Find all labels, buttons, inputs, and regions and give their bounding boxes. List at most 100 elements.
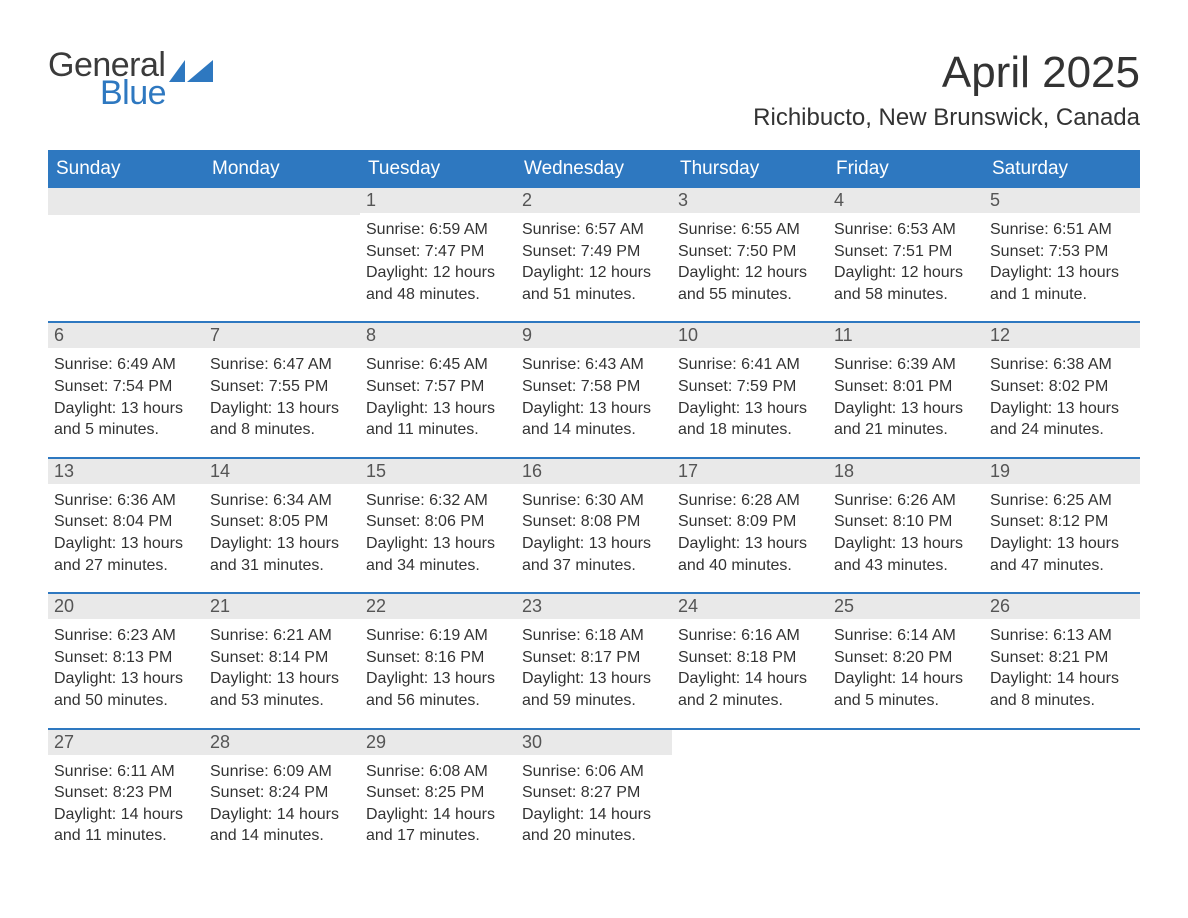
sunset-text: Sunset: 8:21 PM xyxy=(990,647,1134,669)
day-details: Sunrise: 6:09 AMSunset: 8:24 PMDaylight:… xyxy=(204,755,360,849)
calendar-day: 10Sunrise: 6:41 AMSunset: 7:59 PMDayligh… xyxy=(672,323,828,442)
sunset-text: Sunset: 8:14 PM xyxy=(210,647,354,669)
calendar-week: 13Sunrise: 6:36 AMSunset: 8:04 PMDayligh… xyxy=(48,457,1140,578)
sunset-text: Sunset: 7:55 PM xyxy=(210,376,354,398)
day-details: Sunrise: 6:18 AMSunset: 8:17 PMDaylight:… xyxy=(516,619,672,713)
calendar-day: 1Sunrise: 6:59 AMSunset: 7:47 PMDaylight… xyxy=(360,188,516,307)
title-block: April 2025 Richibucto, New Brunswick, Ca… xyxy=(753,48,1140,132)
daylight-text: Daylight: 14 hours and 17 minutes. xyxy=(366,804,510,847)
day-number: 28 xyxy=(204,730,360,755)
day-details: Sunrise: 6:08 AMSunset: 8:25 PMDaylight:… xyxy=(360,755,516,849)
daylight-text: Daylight: 13 hours and 47 minutes. xyxy=(990,533,1134,576)
day-number: 6 xyxy=(48,323,204,348)
day-number: 4 xyxy=(828,188,984,213)
calendar-day: 13Sunrise: 6:36 AMSunset: 8:04 PMDayligh… xyxy=(48,459,204,578)
calendar-day: 4Sunrise: 6:53 AMSunset: 7:51 PMDaylight… xyxy=(828,188,984,307)
sunset-text: Sunset: 7:47 PM xyxy=(366,241,510,263)
sunrise-text: Sunrise: 6:51 AM xyxy=(990,219,1134,241)
sunrise-text: Sunrise: 6:43 AM xyxy=(522,354,666,376)
sunset-text: Sunset: 8:09 PM xyxy=(678,511,822,533)
day-number: 27 xyxy=(48,730,204,755)
sunset-text: Sunset: 8:24 PM xyxy=(210,782,354,804)
sunset-text: Sunset: 8:10 PM xyxy=(834,511,978,533)
day-details: Sunrise: 6:25 AMSunset: 8:12 PMDaylight:… xyxy=(984,484,1140,578)
calendar-week: 27Sunrise: 6:11 AMSunset: 8:23 PMDayligh… xyxy=(48,728,1140,849)
sunrise-text: Sunrise: 6:09 AM xyxy=(210,761,354,783)
sunset-text: Sunset: 7:54 PM xyxy=(54,376,198,398)
sunrise-text: Sunrise: 6:11 AM xyxy=(54,761,198,783)
calendar-day: 19Sunrise: 6:25 AMSunset: 8:12 PMDayligh… xyxy=(984,459,1140,578)
day-details: Sunrise: 6:21 AMSunset: 8:14 PMDaylight:… xyxy=(204,619,360,713)
daylight-text: Daylight: 12 hours and 51 minutes. xyxy=(522,262,666,305)
sunset-text: Sunset: 8:04 PM xyxy=(54,511,198,533)
calendar-day: 29Sunrise: 6:08 AMSunset: 8:25 PMDayligh… xyxy=(360,730,516,849)
sunset-text: Sunset: 8:16 PM xyxy=(366,647,510,669)
calendar-day xyxy=(204,188,360,307)
calendar-day: 23Sunrise: 6:18 AMSunset: 8:17 PMDayligh… xyxy=(516,594,672,713)
day-details: Sunrise: 6:39 AMSunset: 8:01 PMDaylight:… xyxy=(828,348,984,442)
day-details: Sunrise: 6:45 AMSunset: 7:57 PMDaylight:… xyxy=(360,348,516,442)
sunset-text: Sunset: 8:05 PM xyxy=(210,511,354,533)
day-number: 3 xyxy=(672,188,828,213)
day-details: Sunrise: 6:47 AMSunset: 7:55 PMDaylight:… xyxy=(204,348,360,442)
calendar-day: 11Sunrise: 6:39 AMSunset: 8:01 PMDayligh… xyxy=(828,323,984,442)
daylight-text: Daylight: 14 hours and 14 minutes. xyxy=(210,804,354,847)
daylight-text: Daylight: 14 hours and 8 minutes. xyxy=(990,668,1134,711)
sunrise-text: Sunrise: 6:53 AM xyxy=(834,219,978,241)
weekday-header: Wednesday xyxy=(516,150,672,188)
day-details: Sunrise: 6:55 AMSunset: 7:50 PMDaylight:… xyxy=(672,213,828,307)
day-number: 25 xyxy=(828,594,984,619)
calendar-week: 1Sunrise: 6:59 AMSunset: 7:47 PMDaylight… xyxy=(48,188,1140,307)
sunset-text: Sunset: 7:58 PM xyxy=(522,376,666,398)
daylight-text: Daylight: 14 hours and 5 minutes. xyxy=(834,668,978,711)
day-details: Sunrise: 6:28 AMSunset: 8:09 PMDaylight:… xyxy=(672,484,828,578)
calendar-day xyxy=(984,730,1140,849)
calendar-day xyxy=(672,730,828,849)
sunrise-text: Sunrise: 6:47 AM xyxy=(210,354,354,376)
daylight-text: Daylight: 13 hours and 8 minutes. xyxy=(210,398,354,441)
day-details: Sunrise: 6:06 AMSunset: 8:27 PMDaylight:… xyxy=(516,755,672,849)
page-header: General Blue April 2025 Richibucto, New … xyxy=(48,48,1140,132)
daylight-text: Daylight: 14 hours and 11 minutes. xyxy=(54,804,198,847)
calendar-day: 24Sunrise: 6:16 AMSunset: 8:18 PMDayligh… xyxy=(672,594,828,713)
day-details: Sunrise: 6:59 AMSunset: 7:47 PMDaylight:… xyxy=(360,213,516,307)
sunrise-text: Sunrise: 6:32 AM xyxy=(366,490,510,512)
sunrise-text: Sunrise: 6:39 AM xyxy=(834,354,978,376)
day-details: Sunrise: 6:51 AMSunset: 7:53 PMDaylight:… xyxy=(984,213,1140,307)
calendar-day: 12Sunrise: 6:38 AMSunset: 8:02 PMDayligh… xyxy=(984,323,1140,442)
day-details: Sunrise: 6:38 AMSunset: 8:02 PMDaylight:… xyxy=(984,348,1140,442)
sunset-text: Sunset: 8:06 PM xyxy=(366,511,510,533)
sunrise-text: Sunrise: 6:08 AM xyxy=(366,761,510,783)
sunrise-text: Sunrise: 6:36 AM xyxy=(54,490,198,512)
calendar-day: 8Sunrise: 6:45 AMSunset: 7:57 PMDaylight… xyxy=(360,323,516,442)
sunset-text: Sunset: 8:18 PM xyxy=(678,647,822,669)
sunset-text: Sunset: 7:50 PM xyxy=(678,241,822,263)
daylight-text: Daylight: 13 hours and 24 minutes. xyxy=(990,398,1134,441)
day-details: Sunrise: 6:14 AMSunset: 8:20 PMDaylight:… xyxy=(828,619,984,713)
day-number: 22 xyxy=(360,594,516,619)
sunset-text: Sunset: 8:13 PM xyxy=(54,647,198,669)
day-number: 20 xyxy=(48,594,204,619)
day-details: Sunrise: 6:11 AMSunset: 8:23 PMDaylight:… xyxy=(48,755,204,849)
calendar-day: 6Sunrise: 6:49 AMSunset: 7:54 PMDaylight… xyxy=(48,323,204,442)
sunrise-text: Sunrise: 6:38 AM xyxy=(990,354,1134,376)
day-details: Sunrise: 6:34 AMSunset: 8:05 PMDaylight:… xyxy=(204,484,360,578)
daylight-text: Daylight: 14 hours and 2 minutes. xyxy=(678,668,822,711)
sunset-text: Sunset: 8:12 PM xyxy=(990,511,1134,533)
sunrise-text: Sunrise: 6:23 AM xyxy=(54,625,198,647)
sunrise-text: Sunrise: 6:19 AM xyxy=(366,625,510,647)
daylight-text: Daylight: 13 hours and 1 minute. xyxy=(990,262,1134,305)
daylight-text: Daylight: 13 hours and 50 minutes. xyxy=(54,668,198,711)
weekday-header: Thursday xyxy=(672,150,828,188)
sunrise-text: Sunrise: 6:25 AM xyxy=(990,490,1134,512)
day-details: Sunrise: 6:32 AMSunset: 8:06 PMDaylight:… xyxy=(360,484,516,578)
sunrise-text: Sunrise: 6:21 AM xyxy=(210,625,354,647)
sunset-text: Sunset: 7:51 PM xyxy=(834,241,978,263)
calendar-day: 20 Sunrise: 6:23 AMSunset: 8:13 PMDayligh… xyxy=(48,594,204,713)
sunset-text: Sunset: 7:59 PM xyxy=(678,376,822,398)
calendar-day xyxy=(48,188,204,307)
daylight-text: Daylight: 13 hours and 27 minutes. xyxy=(54,533,198,576)
day-number: 8 xyxy=(360,323,516,348)
sunset-text: Sunset: 8:25 PM xyxy=(366,782,510,804)
day-number: 12 xyxy=(984,323,1140,348)
